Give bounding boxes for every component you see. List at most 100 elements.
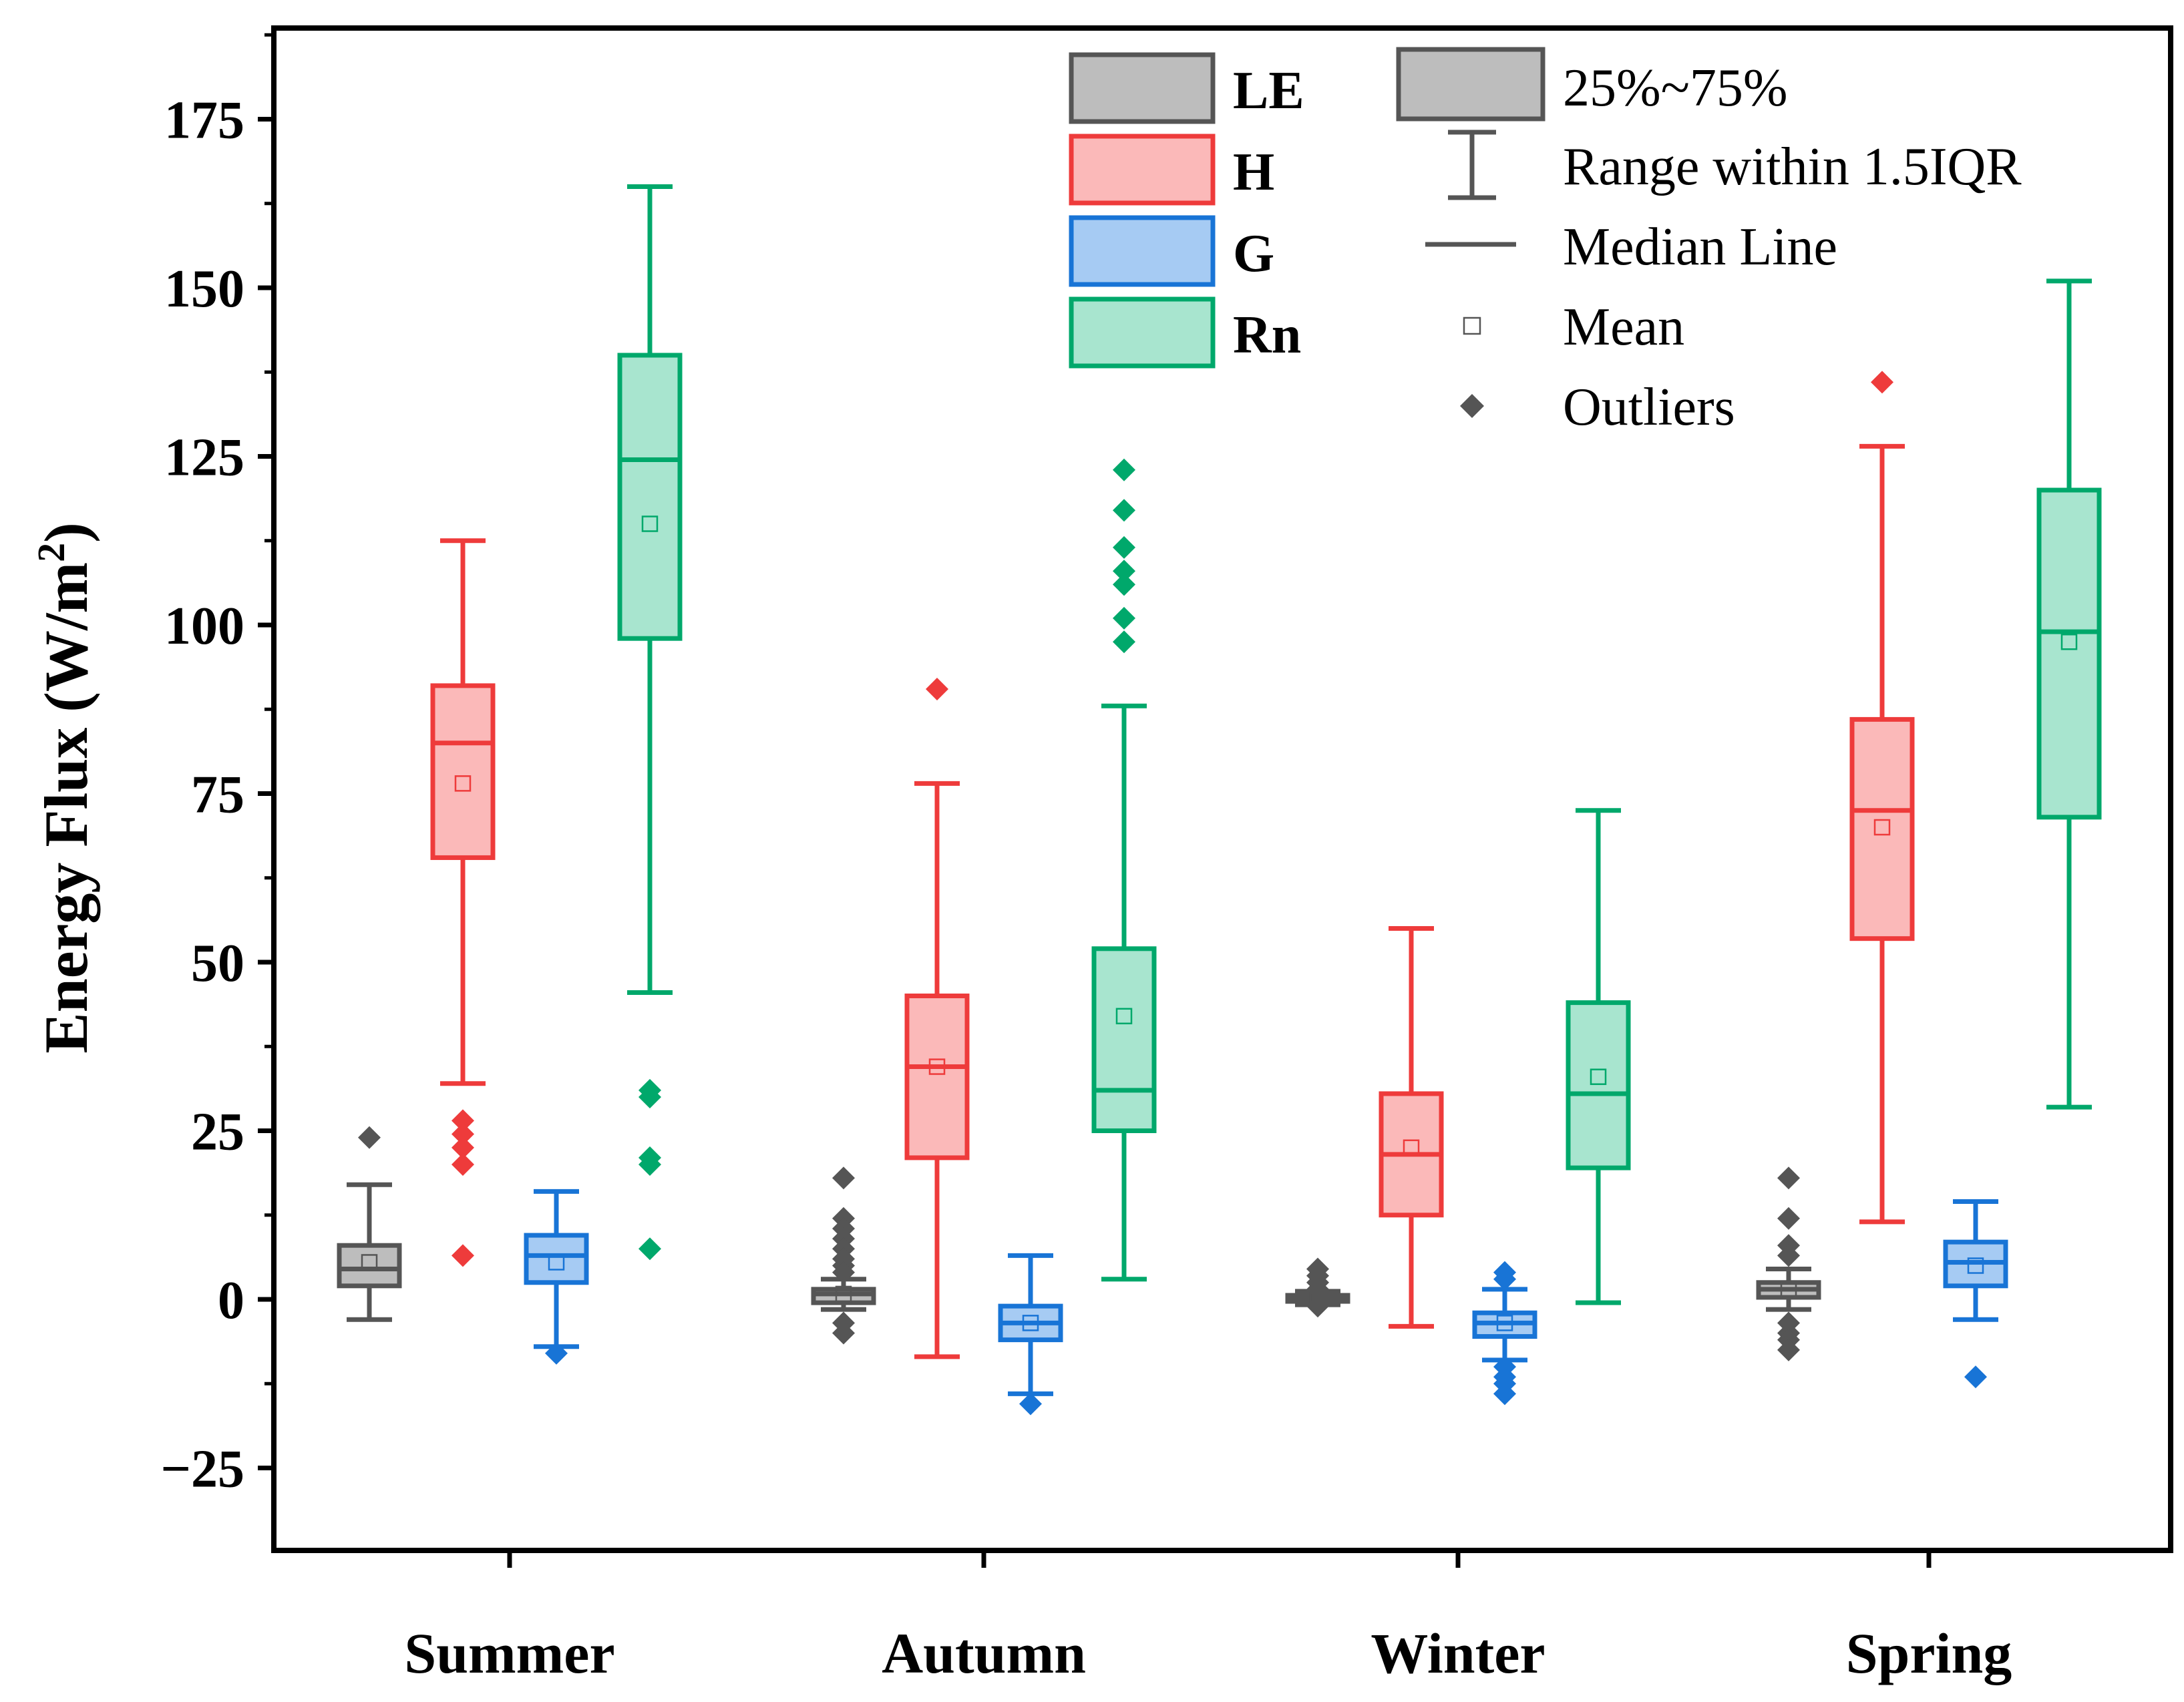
legend-label-le: LE (1233, 61, 1304, 120)
y-tick-label: 175 (164, 91, 244, 150)
outlier-point (1019, 1392, 1042, 1416)
y-tick-label: 0 (218, 1271, 244, 1330)
outlier-point (832, 1321, 855, 1345)
legend-label-g: G (1233, 224, 1274, 283)
outlier-point (832, 1261, 855, 1284)
mean-marker (1496, 1315, 1513, 1331)
iqr-box (524, 1233, 589, 1285)
legend-key-outlier-label: Outliers (1563, 378, 1735, 437)
legend-swatch-g (1069, 215, 1216, 287)
outlier-point (639, 1153, 661, 1176)
outlier-point (1777, 1244, 1800, 1267)
legend-key-outlier-marker (1460, 394, 1484, 418)
outlier-point (451, 1109, 474, 1132)
outlier-point (1113, 536, 1135, 559)
outlier-point (545, 1341, 568, 1365)
outlier-point (451, 1244, 474, 1267)
box-g-spring (1943, 1199, 2008, 1389)
box-rn-spring (2036, 278, 2102, 1110)
mean-marker (1590, 1068, 1607, 1085)
x-category-label: Autumn (882, 1621, 1086, 1685)
outlier-point (639, 1237, 661, 1261)
legend-label-h: H (1233, 143, 1274, 202)
outlier-point (1306, 1277, 1329, 1301)
outlier-point (1113, 560, 1135, 583)
box-g-autumn (998, 1253, 1063, 1416)
box-le-summer (337, 1126, 402, 1322)
x-category-label: Summer (404, 1621, 614, 1685)
mean-marker (1115, 1008, 1133, 1025)
box-series (337, 184, 2102, 1416)
legend-key-iqr-box (1396, 47, 1545, 122)
outlier-point (451, 1122, 474, 1146)
outlier-point (1777, 1207, 1800, 1230)
outlier-point (1113, 573, 1135, 596)
x-category-label: Winter (1371, 1621, 1545, 1685)
x-axis: Summer Autumn Winter Spring (404, 1550, 2012, 1685)
outlier-point (1777, 1338, 1800, 1361)
y-axis-title: Energy Flux (W/m2) (29, 522, 100, 1054)
box-h-spring (1849, 371, 1915, 1225)
box-le-spring (1756, 1166, 1821, 1361)
legend-swatch-rn (1069, 296, 1216, 369)
y-tick-label: 100 (164, 597, 244, 656)
box-h-summer (430, 538, 496, 1267)
mean-marker (928, 1058, 946, 1075)
y-axis: −25 0 25 50 75 100 125 150 175 (160, 33, 274, 1499)
y-axis-title-main: Energy Flux (W/m (32, 562, 100, 1054)
legend-key-iqr-label: 25%~75% (1563, 59, 1788, 118)
plot-frame (271, 25, 2173, 1553)
mean-marker (1967, 1257, 1984, 1274)
mean-marker (1873, 819, 1891, 836)
iqr-box (617, 353, 683, 641)
y-axis-title-close: ) (32, 522, 100, 543)
outlier-point (1777, 1166, 1800, 1190)
outlier-point (451, 1136, 474, 1159)
box-rn-summer (617, 184, 683, 1261)
mean-marker (1022, 1315, 1039, 1331)
iqr-box (430, 683, 496, 860)
outlier-point (1113, 606, 1135, 630)
outlier-point (1964, 1365, 1987, 1389)
y-tick-label: 50 (191, 934, 244, 993)
outlier-point (1113, 630, 1135, 654)
outlier-point (451, 1153, 474, 1176)
y-tick-label: 150 (164, 260, 244, 318)
outlier-point (1871, 371, 1893, 394)
y-axis-title-superscript: 2 (29, 543, 73, 562)
box-le-autumn (811, 1166, 876, 1345)
box-h-winter (1379, 926, 1444, 1329)
box-rn-winter (1566, 808, 1631, 1305)
y-tick-label: 75 (191, 766, 244, 825)
legend-key-median-label: Median Line (1563, 218, 1837, 276)
x-category-label: Spring (1846, 1621, 2012, 1685)
mean-marker (1403, 1139, 1420, 1156)
mean-marker (1780, 1281, 1797, 1298)
mean-marker (454, 775, 472, 792)
legend-swatch-h (1069, 134, 1216, 206)
legend-key-range-label: Range within 1.5IQR (1563, 138, 2022, 196)
legend-key-mean-marker (1463, 316, 1481, 335)
iqr-box (1091, 946, 1157, 1134)
mean-marker (641, 515, 659, 532)
legend-key-mean-label: Mean (1563, 298, 1684, 357)
mean-marker (2060, 634, 2078, 650)
outlier-point (1306, 1295, 1329, 1318)
outlier-point (1493, 1267, 1516, 1291)
box-le-winter (1285, 1257, 1350, 1318)
mean-marker (361, 1254, 378, 1271)
y-tick-label: −25 (160, 1440, 244, 1499)
outlier-point (639, 1086, 661, 1108)
outlier-point (1113, 499, 1135, 522)
legend-label-rn: Rn (1233, 306, 1301, 365)
legend: LE HG Rn 25%~75% Range within 1.5IQR Median L… (1069, 47, 2022, 437)
legend-swatch-le (1069, 52, 1216, 124)
outlier-point (1493, 1382, 1516, 1406)
iqr-box (2036, 487, 2102, 820)
outlier-point (832, 1166, 855, 1190)
iqr-box (904, 994, 970, 1160)
box-rn-autumn (1091, 458, 1157, 1282)
box-h-autumn (904, 677, 970, 1359)
box-g-summer (524, 1189, 589, 1365)
